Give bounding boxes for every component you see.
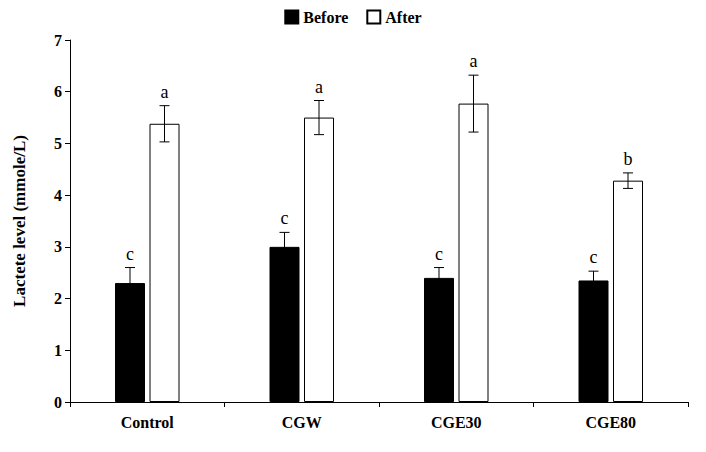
svg-text:5: 5 (54, 135, 62, 152)
svg-text:Control: Control (121, 414, 175, 431)
svg-text:After: After (385, 9, 421, 26)
svg-text:CGE80: CGE80 (585, 414, 636, 431)
svg-text:CGE30: CGE30 (431, 414, 482, 431)
svg-text:Lactete level (mmole/L): Lactete level (mmole/L) (10, 135, 29, 307)
svg-text:a: a (315, 77, 323, 97)
svg-text:c: c (126, 244, 134, 264)
svg-text:a: a (161, 82, 169, 102)
svg-text:b: b (624, 149, 633, 169)
svg-text:2: 2 (54, 290, 62, 307)
svg-text:4: 4 (54, 187, 62, 204)
svg-text:a: a (470, 51, 478, 71)
svg-text:1: 1 (54, 342, 62, 359)
svg-text:c: c (590, 247, 598, 267)
svg-text:7: 7 (54, 32, 62, 49)
svg-text:Before: Before (303, 9, 348, 26)
svg-text:c: c (435, 244, 443, 264)
svg-text:6: 6 (54, 83, 62, 100)
svg-text:3: 3 (54, 238, 62, 255)
svg-text:c: c (281, 208, 289, 228)
svg-text:0: 0 (54, 394, 62, 411)
svg-text:CGW: CGW (282, 414, 322, 431)
